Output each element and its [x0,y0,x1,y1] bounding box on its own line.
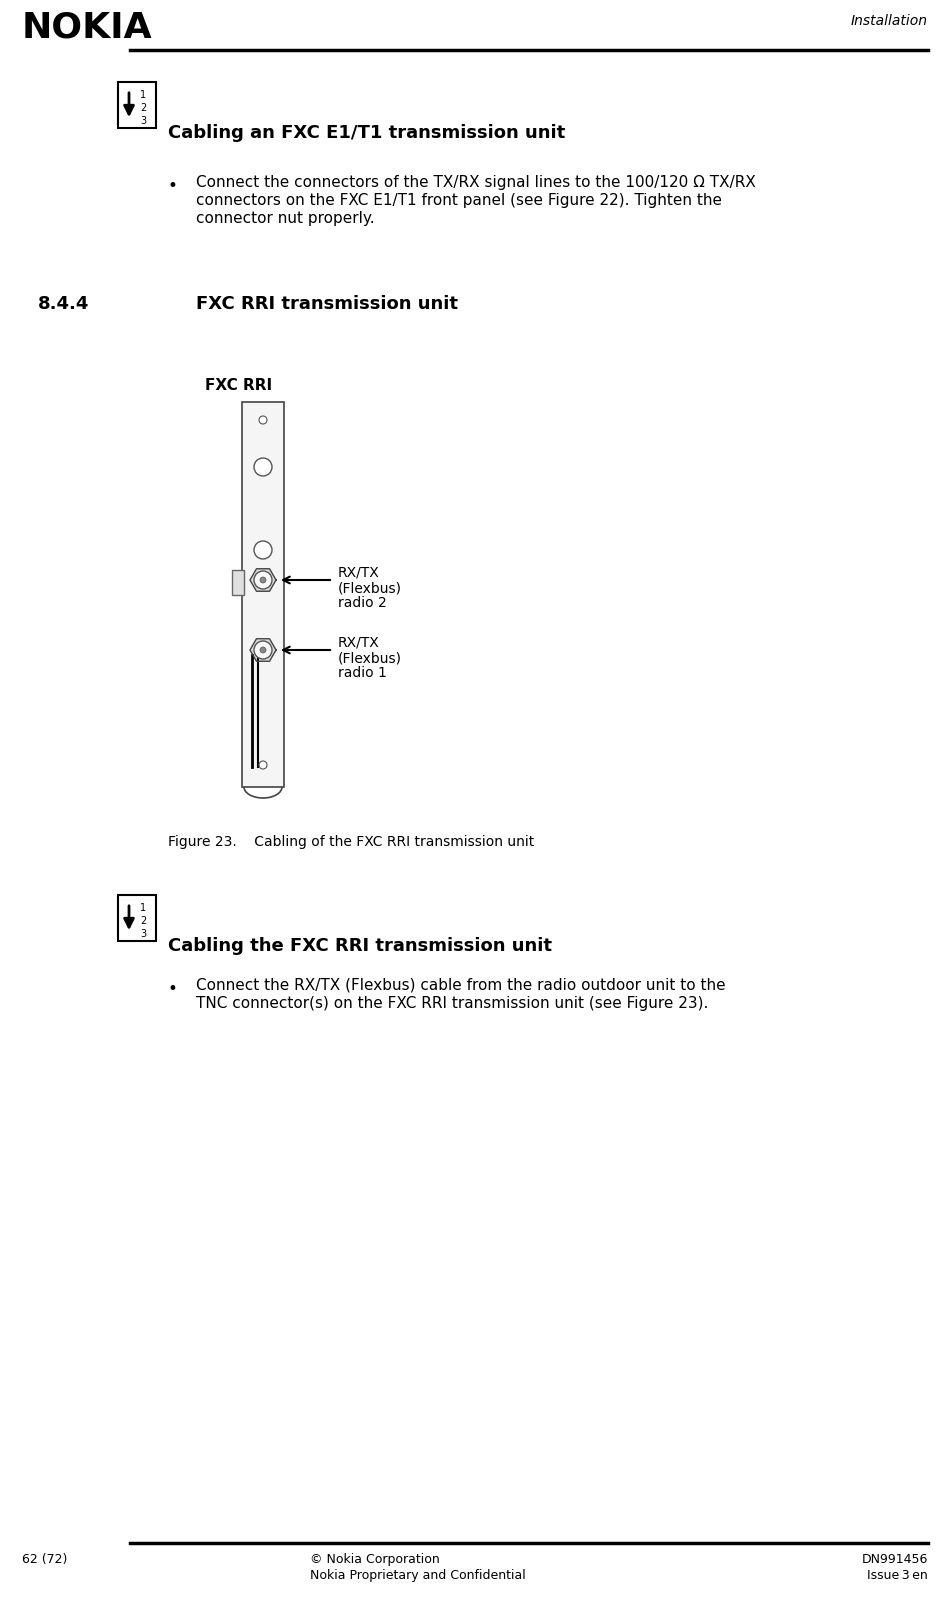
Text: radio 2: radio 2 [338,596,386,610]
Text: Issue 3 en: Issue 3 en [867,1568,927,1583]
Text: Figure 23.    Cabling of the FXC RRI transmission unit: Figure 23. Cabling of the FXC RRI transm… [168,835,533,850]
Bar [242,402,284,787]
Circle shape [260,647,265,653]
Text: RX/TX: RX/TX [338,565,379,580]
Text: DN991456: DN991456 [861,1552,927,1567]
Text: 3: 3 [140,929,146,939]
Text: 3: 3 [140,117,146,126]
Text: Nokia Proprietary and Confidential: Nokia Proprietary and Confidential [310,1568,525,1583]
Circle shape [254,458,272,476]
Text: 2: 2 [140,102,146,113]
Text: NOKIA: NOKIA [22,10,153,45]
Text: RX/TX: RX/TX [338,636,379,650]
Text: 8.4.4: 8.4.4 [38,295,90,313]
Circle shape [254,541,272,559]
Text: 1: 1 [140,89,146,101]
Text: connector nut properly.: connector nut properly. [195,211,374,227]
Bar [118,81,156,128]
Circle shape [260,577,265,583]
Text: Cabling an FXC E1/T1 transmission unit: Cabling an FXC E1/T1 transmission unit [168,125,565,142]
Circle shape [259,415,267,423]
Bar [118,894,156,941]
Text: Connect the connectors of the TX/RX signal lines to the 100/120 Ω TX/RX: Connect the connectors of the TX/RX sign… [195,176,755,190]
Text: © Nokia Corporation: © Nokia Corporation [310,1552,439,1567]
Text: (Flexbus): (Flexbus) [338,581,401,596]
Text: Connect the RX/TX (Flexbus) cable from the radio outdoor unit to the: Connect the RX/TX (Flexbus) cable from t… [195,977,725,993]
Polygon shape [250,569,276,591]
Text: •: • [168,981,177,998]
Bar [232,570,244,596]
Text: FXC RRI: FXC RRI [205,378,272,393]
Text: Cabling the FXC RRI transmission unit: Cabling the FXC RRI transmission unit [168,937,551,955]
Text: •: • [168,177,177,195]
Text: (Flexbus): (Flexbus) [338,652,401,664]
Text: Installation: Installation [851,14,927,29]
Circle shape [259,762,267,770]
Polygon shape [250,639,276,661]
Text: TNC connector(s) on the FXC RRI transmission unit (see Figure 23).: TNC connector(s) on the FXC RRI transmis… [195,997,708,1011]
Text: FXC RRI transmission unit: FXC RRI transmission unit [195,295,458,313]
Text: radio 1: radio 1 [338,666,386,680]
Text: 62 (72): 62 (72) [22,1552,67,1567]
Text: connectors on the FXC E1/T1 front panel (see Figure 22). Tighten the: connectors on the FXC E1/T1 front panel … [195,193,721,208]
Circle shape [254,640,272,660]
Text: 2: 2 [140,917,146,926]
Circle shape [254,572,272,589]
Text: 1: 1 [140,902,146,913]
